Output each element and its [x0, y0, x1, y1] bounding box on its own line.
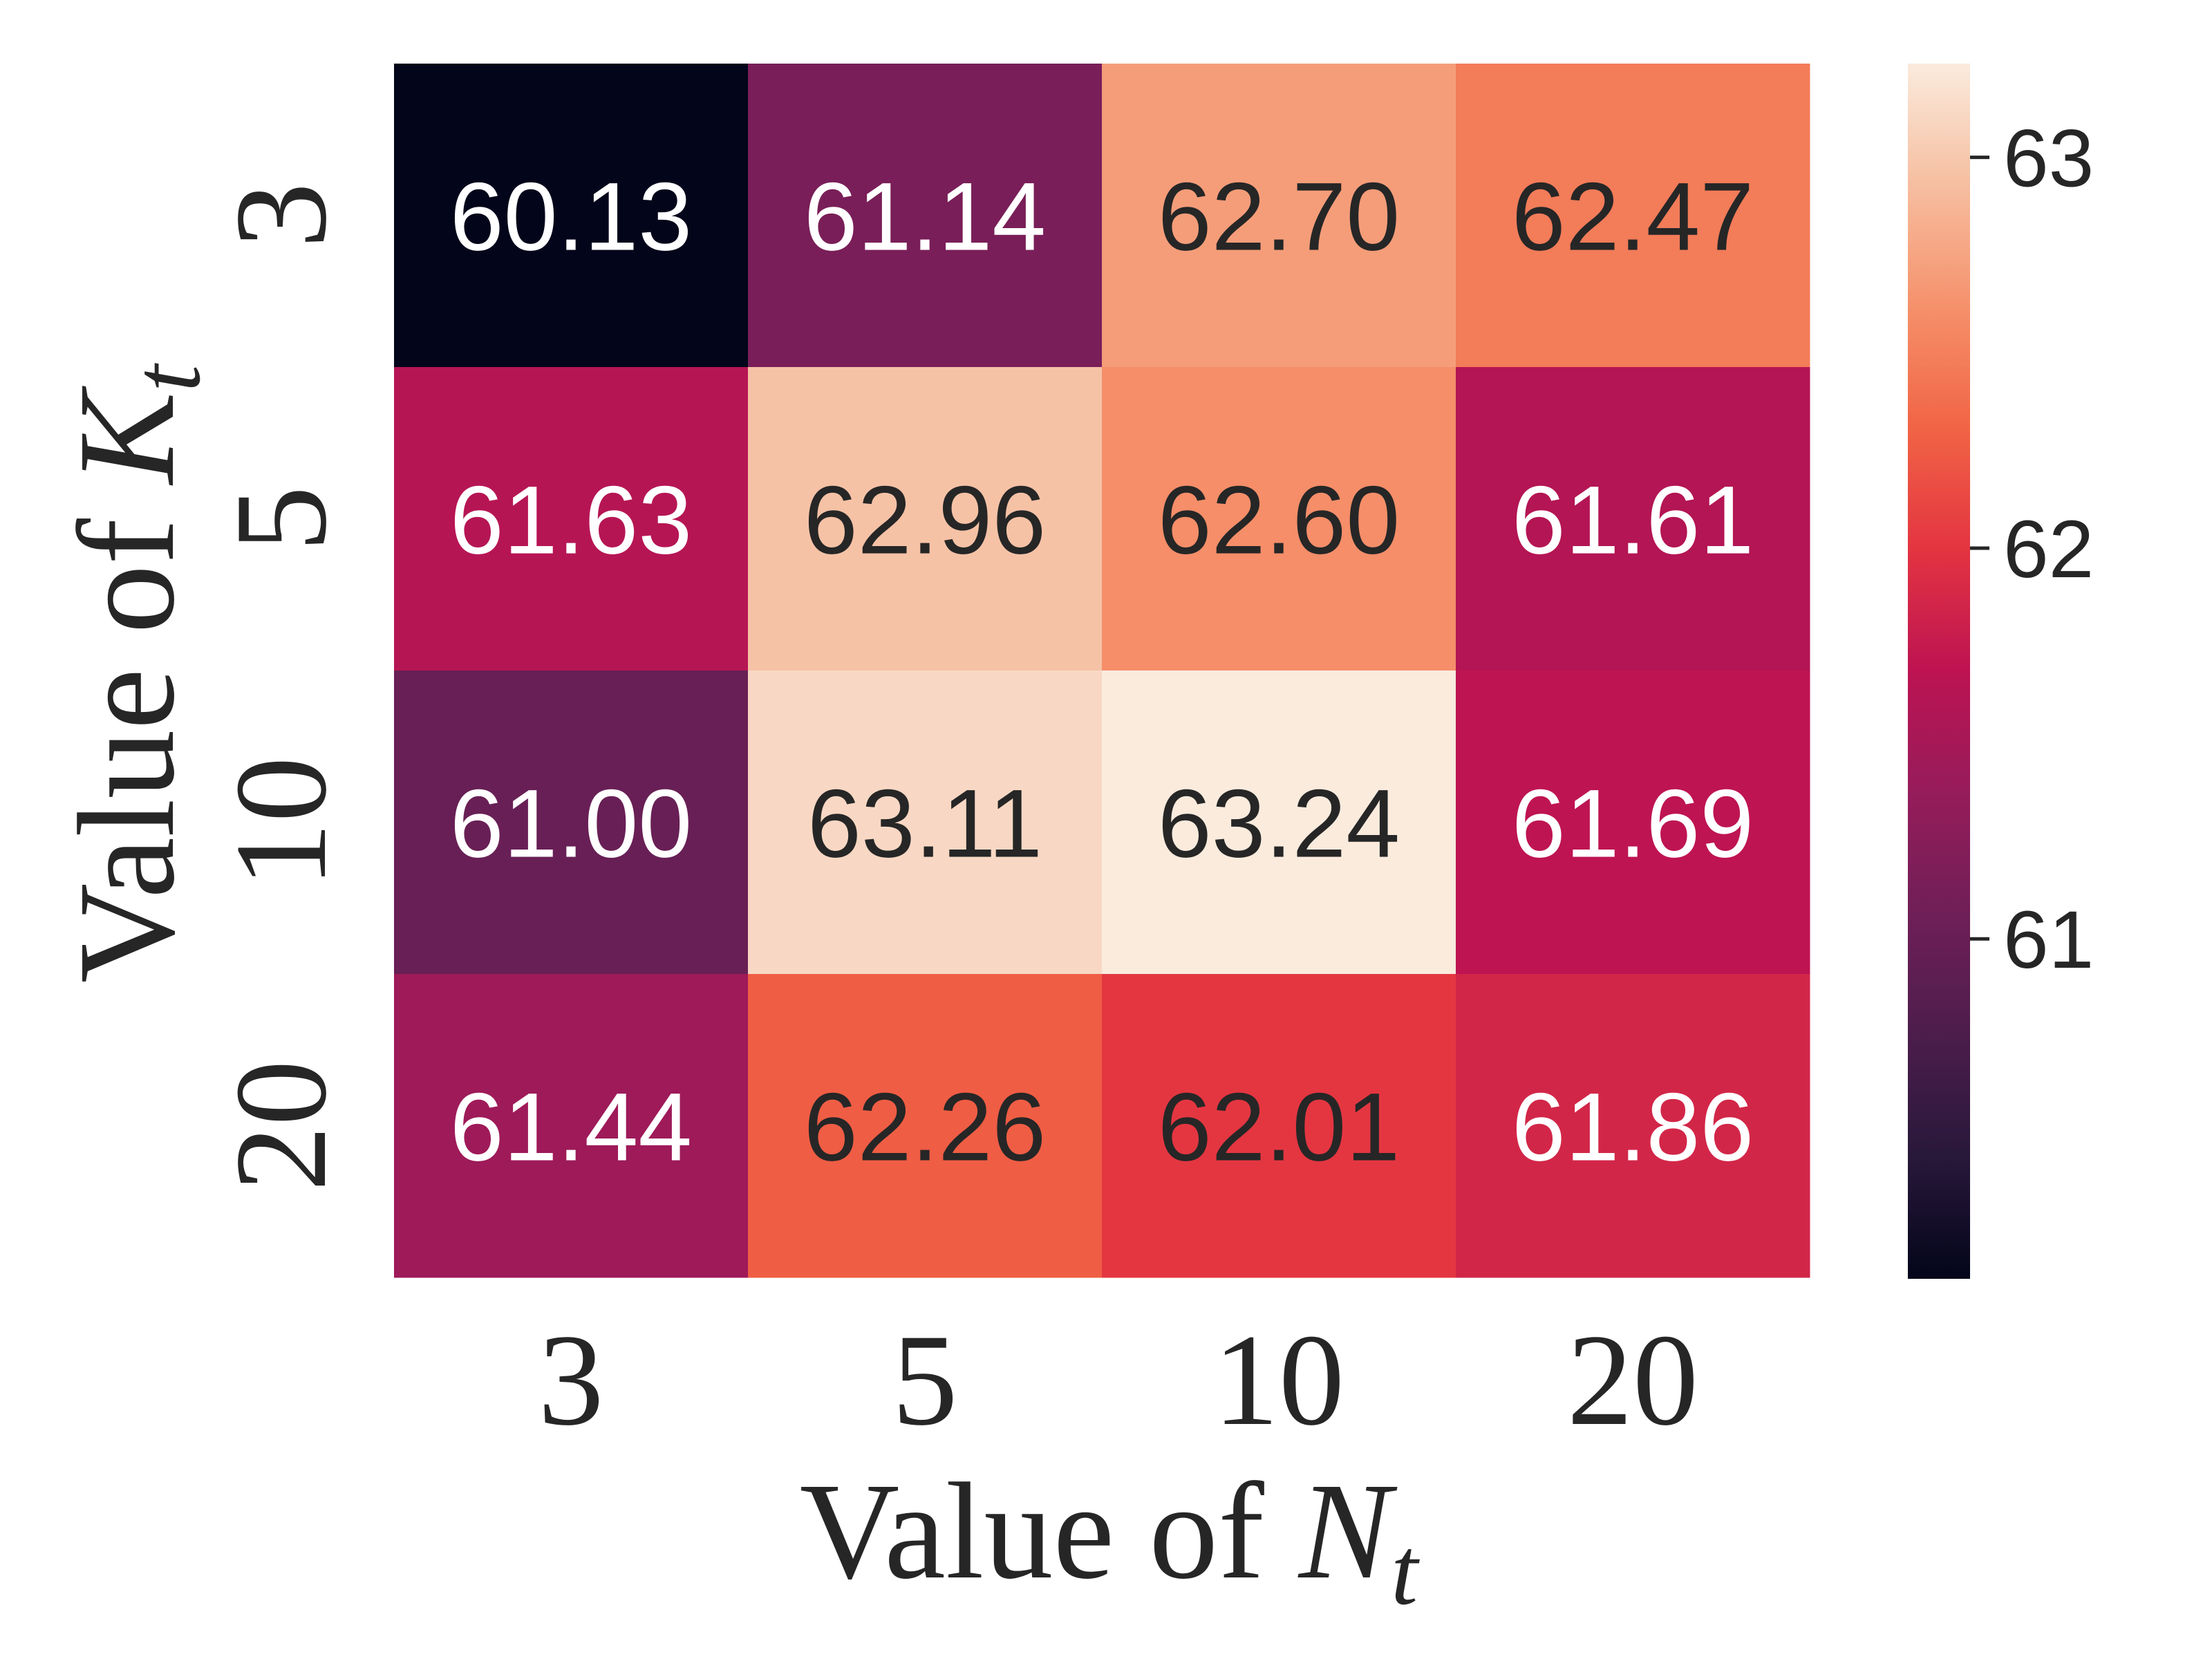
cell-value-label: 62.01 — [1158, 1073, 1400, 1181]
heatmap-cell — [394, 64, 749, 368]
cell-value-label: 62.96 — [804, 466, 1046, 574]
y-axis-label: Value of Kt — [50, 363, 221, 983]
cell-value-label: 62.26 — [804, 1073, 1046, 1181]
cell-value-label: 61.44 — [450, 1073, 692, 1181]
cell-value-label: 60.13 — [450, 162, 692, 271]
cell-value-label: 62.60 — [1158, 466, 1400, 574]
x-tick-label: 5 — [892, 1308, 958, 1453]
y-tick-label: 5 — [209, 486, 354, 552]
colorbar-ticks: 61 62 63 — [1970, 113, 2094, 986]
cell-value-label: 61.00 — [450, 769, 692, 878]
heatmap-cells — [394, 64, 1810, 1278]
heatmap-cell — [1456, 974, 1810, 1278]
heatmap-cell — [1456, 367, 1810, 671]
heatmap-cell — [394, 367, 749, 671]
heatmap-cell-labels: 60.13 61.14 62.70 62.47 61.63 62.96 62.60 61.61… — [450, 162, 1754, 1181]
heatmap-cell — [1102, 64, 1456, 368]
heatmap-cell — [1102, 671, 1456, 975]
colorbar-gradient — [1908, 64, 1970, 1279]
colorbar: 61 62 63 — [1908, 64, 2094, 1279]
heatmap-cell — [1102, 974, 1456, 1278]
x-tick-label: 3 — [538, 1308, 604, 1453]
y-tick-labels: 3 5 10 20 — [209, 182, 354, 1192]
colorbar-tick-label: 61 — [2003, 894, 2094, 986]
cell-value-label: 63.24 — [1158, 769, 1400, 878]
heatmap-cell — [1102, 367, 1456, 671]
heatmap-cell — [1456, 671, 1810, 975]
cell-value-label: 61.86 — [1512, 1073, 1754, 1181]
y-tick-label: 20 — [209, 1060, 354, 1192]
heatmap-cell — [748, 367, 1103, 671]
y-tick-label: 10 — [209, 757, 354, 888]
heatmap-cell — [1456, 64, 1810, 368]
cell-value-label: 61.14 — [804, 162, 1046, 271]
cell-value-label: 62.70 — [1158, 162, 1400, 271]
colorbar-tick-label: 63 — [2003, 113, 2094, 205]
colorbar-tick-label: 62 — [2003, 504, 2094, 595]
heatmap-cell — [748, 974, 1103, 1278]
x-tick-labels: 3 5 10 20 — [538, 1308, 1699, 1453]
cell-value-label: 62.47 — [1512, 162, 1754, 271]
cell-value-label: 61.69 — [1512, 769, 1754, 878]
x-tick-label: 20 — [1567, 1308, 1698, 1453]
x-tick-label: 10 — [1213, 1308, 1344, 1453]
heatmap-cell — [748, 671, 1103, 975]
heatmap-cell — [394, 671, 749, 975]
heatmap-cell — [748, 64, 1103, 368]
cell-value-label: 63.11 — [807, 769, 1042, 878]
y-tick-label: 3 — [209, 182, 354, 248]
cell-value-label: 61.63 — [450, 466, 692, 574]
cell-value-label: 61.61 — [1512, 466, 1754, 574]
x-axis-label: Value of Nt — [800, 1455, 1420, 1625]
heatmap-cell — [394, 974, 749, 1278]
